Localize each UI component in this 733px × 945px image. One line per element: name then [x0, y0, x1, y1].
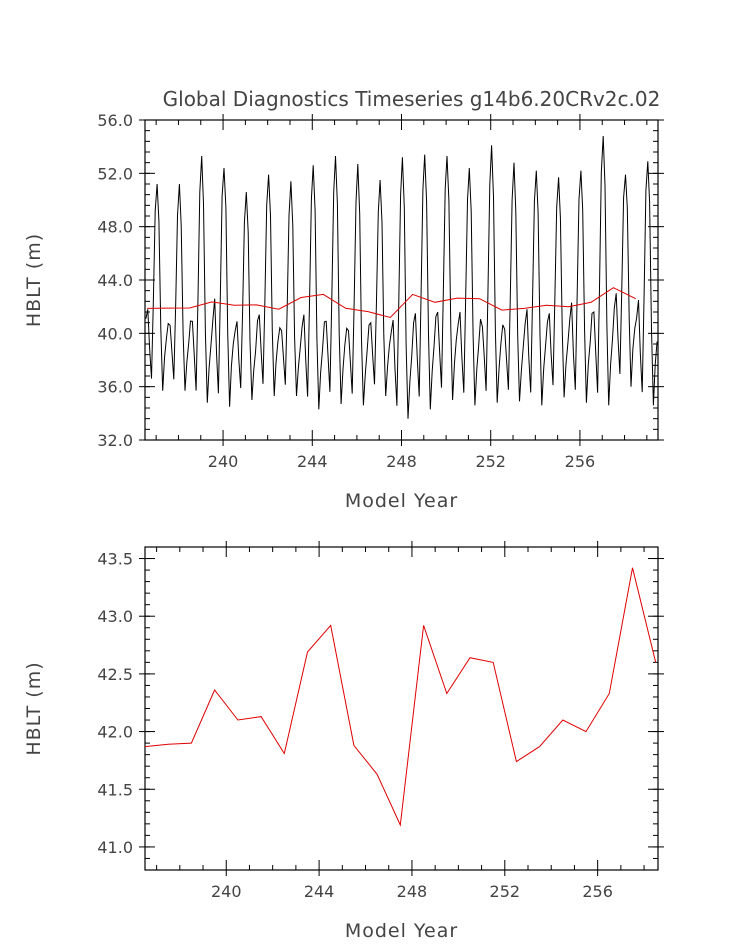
monthly-series-line	[145, 135, 658, 419]
plot-frame	[144, 546, 659, 871]
x-tick-label: 240	[211, 882, 242, 901]
panel-1: 240 244 248 252 256 32.0 36.0 40.0 44.0 48.0 52.0 5…	[23, 87, 664, 512]
y-tick-label: 42.5	[97, 665, 133, 684]
y-tick-label: 56.0	[97, 111, 133, 130]
y-tick-label: 40.0	[97, 324, 133, 343]
y-tick-label: 41.0	[97, 838, 133, 857]
x-axis-label: Model Year	[345, 920, 458, 942]
x-tick-label: 252	[490, 882, 521, 901]
panel-2: 240 244 248 252 256 41.0 41.5 42.0 42.5 43.0 43.5 M…	[23, 541, 664, 942]
x-tick-label: 256	[565, 452, 596, 471]
y-tick-label: 36.0	[97, 378, 133, 397]
x-tick-label: 248	[397, 882, 428, 901]
x-tick-label: 252	[475, 452, 506, 471]
y-tick-label: 43.5	[97, 550, 133, 569]
x-tick-label: 244	[297, 452, 328, 471]
annual-mean-line	[144, 567, 657, 827]
y-tick-label: 42.0	[97, 723, 133, 742]
y-tick-label: 32.0	[97, 431, 133, 450]
y-axis-label: HBLT (m)	[23, 661, 45, 755]
y-tick-label: 48.0	[97, 218, 133, 237]
chart-title: Global Diagnostics Timeseries g14b6.20CR…	[163, 87, 661, 111]
x-tick-label: 256	[582, 882, 613, 901]
y-tick-label: 43.0	[97, 607, 133, 626]
x-tick-label: 244	[304, 882, 335, 901]
x-tick-label: 248	[386, 452, 417, 471]
y-tick-label: 44.0	[97, 271, 133, 290]
x-tick-label: 240	[208, 452, 239, 471]
y-tick-label: 52.0	[97, 164, 133, 183]
x-axis-label: Model Year	[345, 490, 458, 512]
y-tick-label: 41.5	[97, 780, 133, 799]
y-axis-label: HBLT (m)	[23, 233, 45, 327]
